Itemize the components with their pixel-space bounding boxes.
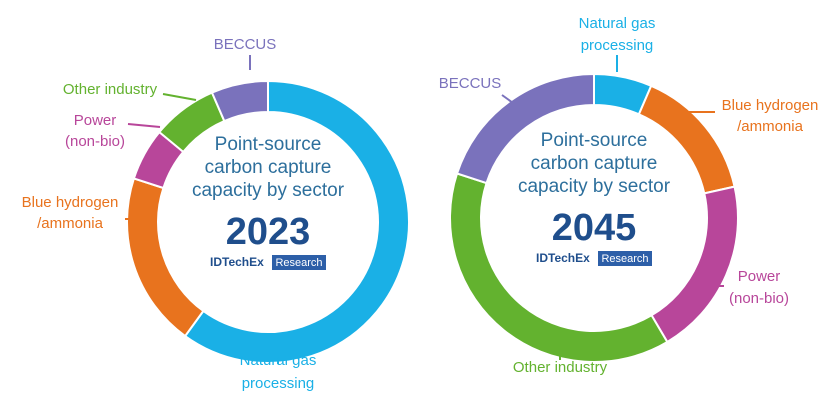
label-leader-line	[162, 93, 197, 101]
center-caption: capacity by sector	[192, 180, 345, 201]
slice-natural-gas-processing	[183, 79, 410, 364]
slice-label: Power	[74, 112, 117, 129]
center-caption: carbon capture	[531, 153, 658, 174]
brand-badge	[272, 255, 326, 270]
slice-beccus	[210, 79, 269, 123]
brand-logo: IDTechEx	[536, 251, 590, 265]
center-year: 2045	[552, 207, 637, 249]
slice-label: Other industry	[513, 359, 608, 376]
slice-label: processing	[242, 375, 315, 392]
slice-label: Blue hydrogen	[722, 97, 819, 114]
slice-beccus	[455, 72, 595, 185]
brand-badge-text: Research	[275, 257, 322, 269]
center-year: 2023	[226, 211, 311, 253]
slice-label: /ammonia	[737, 118, 804, 135]
slice-label: Natural gas	[240, 352, 317, 369]
slice-power-non-bio-	[650, 185, 739, 344]
brand-logo: IDTechEx	[210, 255, 264, 269]
center-caption: capacity by sector	[518, 176, 671, 197]
slice-label: Blue hydrogen	[22, 194, 119, 211]
slice-label: Natural gas	[579, 15, 656, 32]
brand-badge-text: Research	[601, 253, 648, 265]
donut-chart-2023: Natural gas processing Blue hydrogen/ammon…	[22, 36, 410, 392]
brand-badge	[598, 251, 652, 266]
slice-label: BECCUS	[439, 75, 502, 92]
slice-label: BECCUS	[214, 36, 277, 53]
slice-label: Power	[738, 268, 781, 285]
label-leader-line	[501, 94, 521, 109]
slice-other-industry	[449, 172, 669, 363]
slice-label: Other industry	[63, 81, 158, 98]
slice-label: processing	[581, 37, 654, 54]
slice-label: /ammonia	[37, 215, 104, 232]
slice-label: (non-bio)	[65, 133, 125, 150]
slice-label: (non-bio)	[729, 290, 789, 307]
donut-chart-2045: Natural gas processing Blue hydrogen/ammon…	[439, 15, 819, 376]
center-caption: carbon capture	[205, 157, 332, 178]
label-leader-line	[127, 123, 161, 128]
slice-blue-hydrogen-ammonia	[126, 177, 205, 338]
center-caption: Point-source	[215, 134, 322, 155]
center-caption: Point-source	[541, 130, 648, 151]
